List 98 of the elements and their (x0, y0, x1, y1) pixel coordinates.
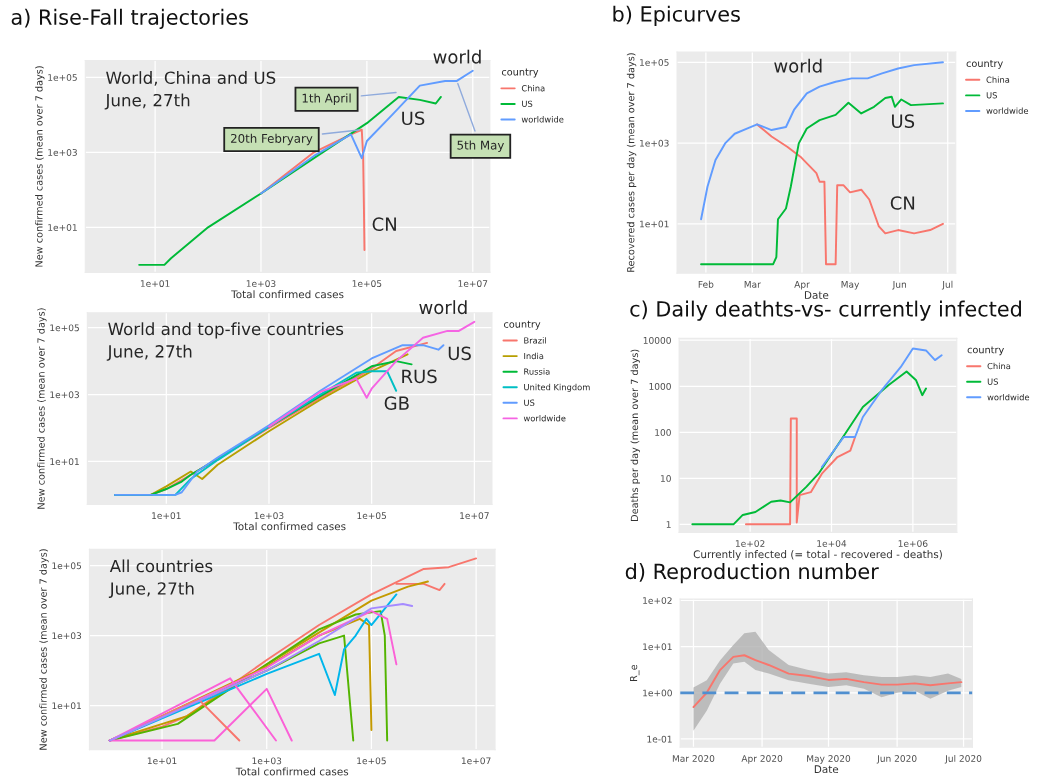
x-tick-label: Mar 2020 (672, 755, 715, 762)
x-tick-label: 1e+05 (357, 757, 386, 765)
x-tick-label: 1e+07 (458, 280, 488, 287)
annotation: CN (890, 196, 915, 210)
y-tick-label: 10 (660, 475, 671, 482)
y-tick-label: 1e+01 (50, 458, 79, 466)
y-tick-label: 1e+03 (640, 139, 669, 147)
annotation: RUS (402, 369, 437, 384)
legend-label: worldwide (987, 393, 1030, 401)
x-tick-label: 1e+03 (252, 757, 282, 765)
y-tick-label: 1e+05 (48, 74, 77, 81)
y-axis-title: New confirmed cases (mean over 7 days) (37, 308, 47, 509)
legend-label: Russia (524, 368, 550, 375)
legend-label: India (524, 352, 544, 360)
y-tick-label: 1000 (649, 382, 671, 390)
legend-label: China (987, 362, 1011, 370)
y-tick-label: 1e+03 (48, 149, 77, 156)
legend-label: US (524, 399, 535, 406)
x-axis-title: Currently infected (= total - recovered - deaths) (693, 550, 942, 561)
annotation: 20th Febryary (230, 133, 313, 146)
x-tick-label: May 2020 (807, 755, 851, 764)
legend-label: US (522, 100, 533, 107)
x-axis-title: Total confirmed cases (235, 767, 349, 776)
x-tick-label: Mar (744, 281, 761, 288)
y-tick-label: 1e+01 (52, 702, 81, 710)
legend-title: country (966, 60, 1003, 69)
y-tick-label: 1e+03 (50, 391, 79, 399)
x-tick-label: 1e+01 (152, 512, 181, 520)
x-tick-label: Jul 2020 (944, 754, 982, 764)
annotation: US (448, 346, 471, 361)
annotation: US (402, 111, 425, 126)
annotation: 1th April (302, 93, 351, 105)
y-tick-label: 1e+01 (643, 643, 672, 651)
x-axis-title: Date (814, 765, 839, 774)
x-tick-label: Jun 2020 (876, 755, 917, 764)
x-tick-label: 1e+01 (147, 757, 177, 765)
legend-label: United Kingdom (524, 383, 590, 392)
y-tick-label: 1e+03 (52, 632, 82, 640)
x-tick-label: 1e+05 (357, 512, 387, 520)
x-tick-label: 1e+05 (352, 280, 382, 287)
x-tick-label: 1e+01 (140, 280, 170, 287)
y-axis-title: New confirmed cases (mean over 7 days) (39, 549, 49, 750)
annotation: world (433, 49, 481, 64)
legend-label: China (986, 76, 1010, 83)
annotation: world (419, 300, 467, 315)
x-tick-label: 1e+07 (460, 512, 489, 520)
x-tick-label: 1e+03 (254, 512, 284, 520)
y-tick-label: 1e+01 (640, 220, 669, 228)
annotation: world (774, 58, 822, 73)
chart-title: d) Reproduction number (625, 563, 879, 584)
annotation: World, China and US June, 27th (104, 71, 276, 110)
legend-label: worldwide (521, 116, 564, 123)
y-axis-title: Deaths per day (mean over 7 days) (630, 349, 640, 521)
y-tick-label: 1e+05 (50, 324, 79, 332)
y-tick-label: 1e+05 (52, 562, 82, 570)
chart-title: b) Epicurves (613, 5, 740, 26)
y-tick-label: 1e+00 (643, 689, 672, 697)
legend-label: China (521, 84, 545, 92)
annotation: GB (384, 396, 409, 410)
legend-label: worldwide (986, 107, 1029, 114)
x-tick-label: 1e+07 (461, 757, 491, 765)
x-tick-label: Apr 2020 (741, 755, 783, 764)
x-tick-label: Jun (892, 281, 906, 290)
legend-label: worldwide (523, 414, 566, 422)
chart-title: c) Daily deathts-vs- currently infected (630, 300, 1021, 321)
x-axis-title: Total confirmed cases (231, 290, 344, 299)
annotation: CN (372, 217, 396, 232)
legend-title: country (967, 346, 1004, 356)
x-tick-label: 1e+03 (246, 280, 276, 287)
annotation: 5th May (457, 140, 504, 152)
x-tick-label: 1e+04 (817, 540, 847, 547)
legend-label: Brazil (524, 337, 546, 344)
annotation: All countries June, 27th (108, 559, 213, 598)
y-axis-title: Recovered cases per day (mean over 7 days) (626, 53, 637, 272)
y-axis-title: New confirmed cases (mean over 7 days) (35, 66, 45, 267)
x-tick-label: May (841, 281, 860, 290)
x-tick-label: Feb (698, 280, 714, 288)
annotation: US (892, 114, 915, 128)
y-tick-label: 10000 (643, 336, 671, 344)
y-tick-label: 100 (655, 429, 671, 436)
legend-label: US (986, 92, 997, 99)
x-tick-label: 1e+06 (898, 540, 928, 547)
x-axis-title: Total confirmed cases (233, 522, 346, 531)
y-tick-label: 1e+01 (48, 224, 77, 231)
annotation: World and top-five countries June, 27th (106, 322, 344, 361)
y-tick-label: 1e+02 (643, 597, 672, 604)
x-axis-title: Date (804, 291, 829, 299)
x-tick-label: Apr (794, 281, 810, 290)
y-tick-label: 1e-01 (647, 735, 672, 743)
legend-label: US (987, 378, 998, 385)
x-tick-label: 1e+02 (735, 540, 765, 547)
legend-title: country (501, 68, 539, 78)
y-axis-title: R_e (630, 664, 640, 682)
x-tick-label: Jul (941, 280, 953, 290)
legend-title: country (504, 320, 541, 330)
y-tick-label: 1 (666, 521, 671, 528)
chart-title: a) Rise-Fall trajectories (11, 8, 248, 29)
y-tick-label: 1e+05 (640, 59, 669, 66)
